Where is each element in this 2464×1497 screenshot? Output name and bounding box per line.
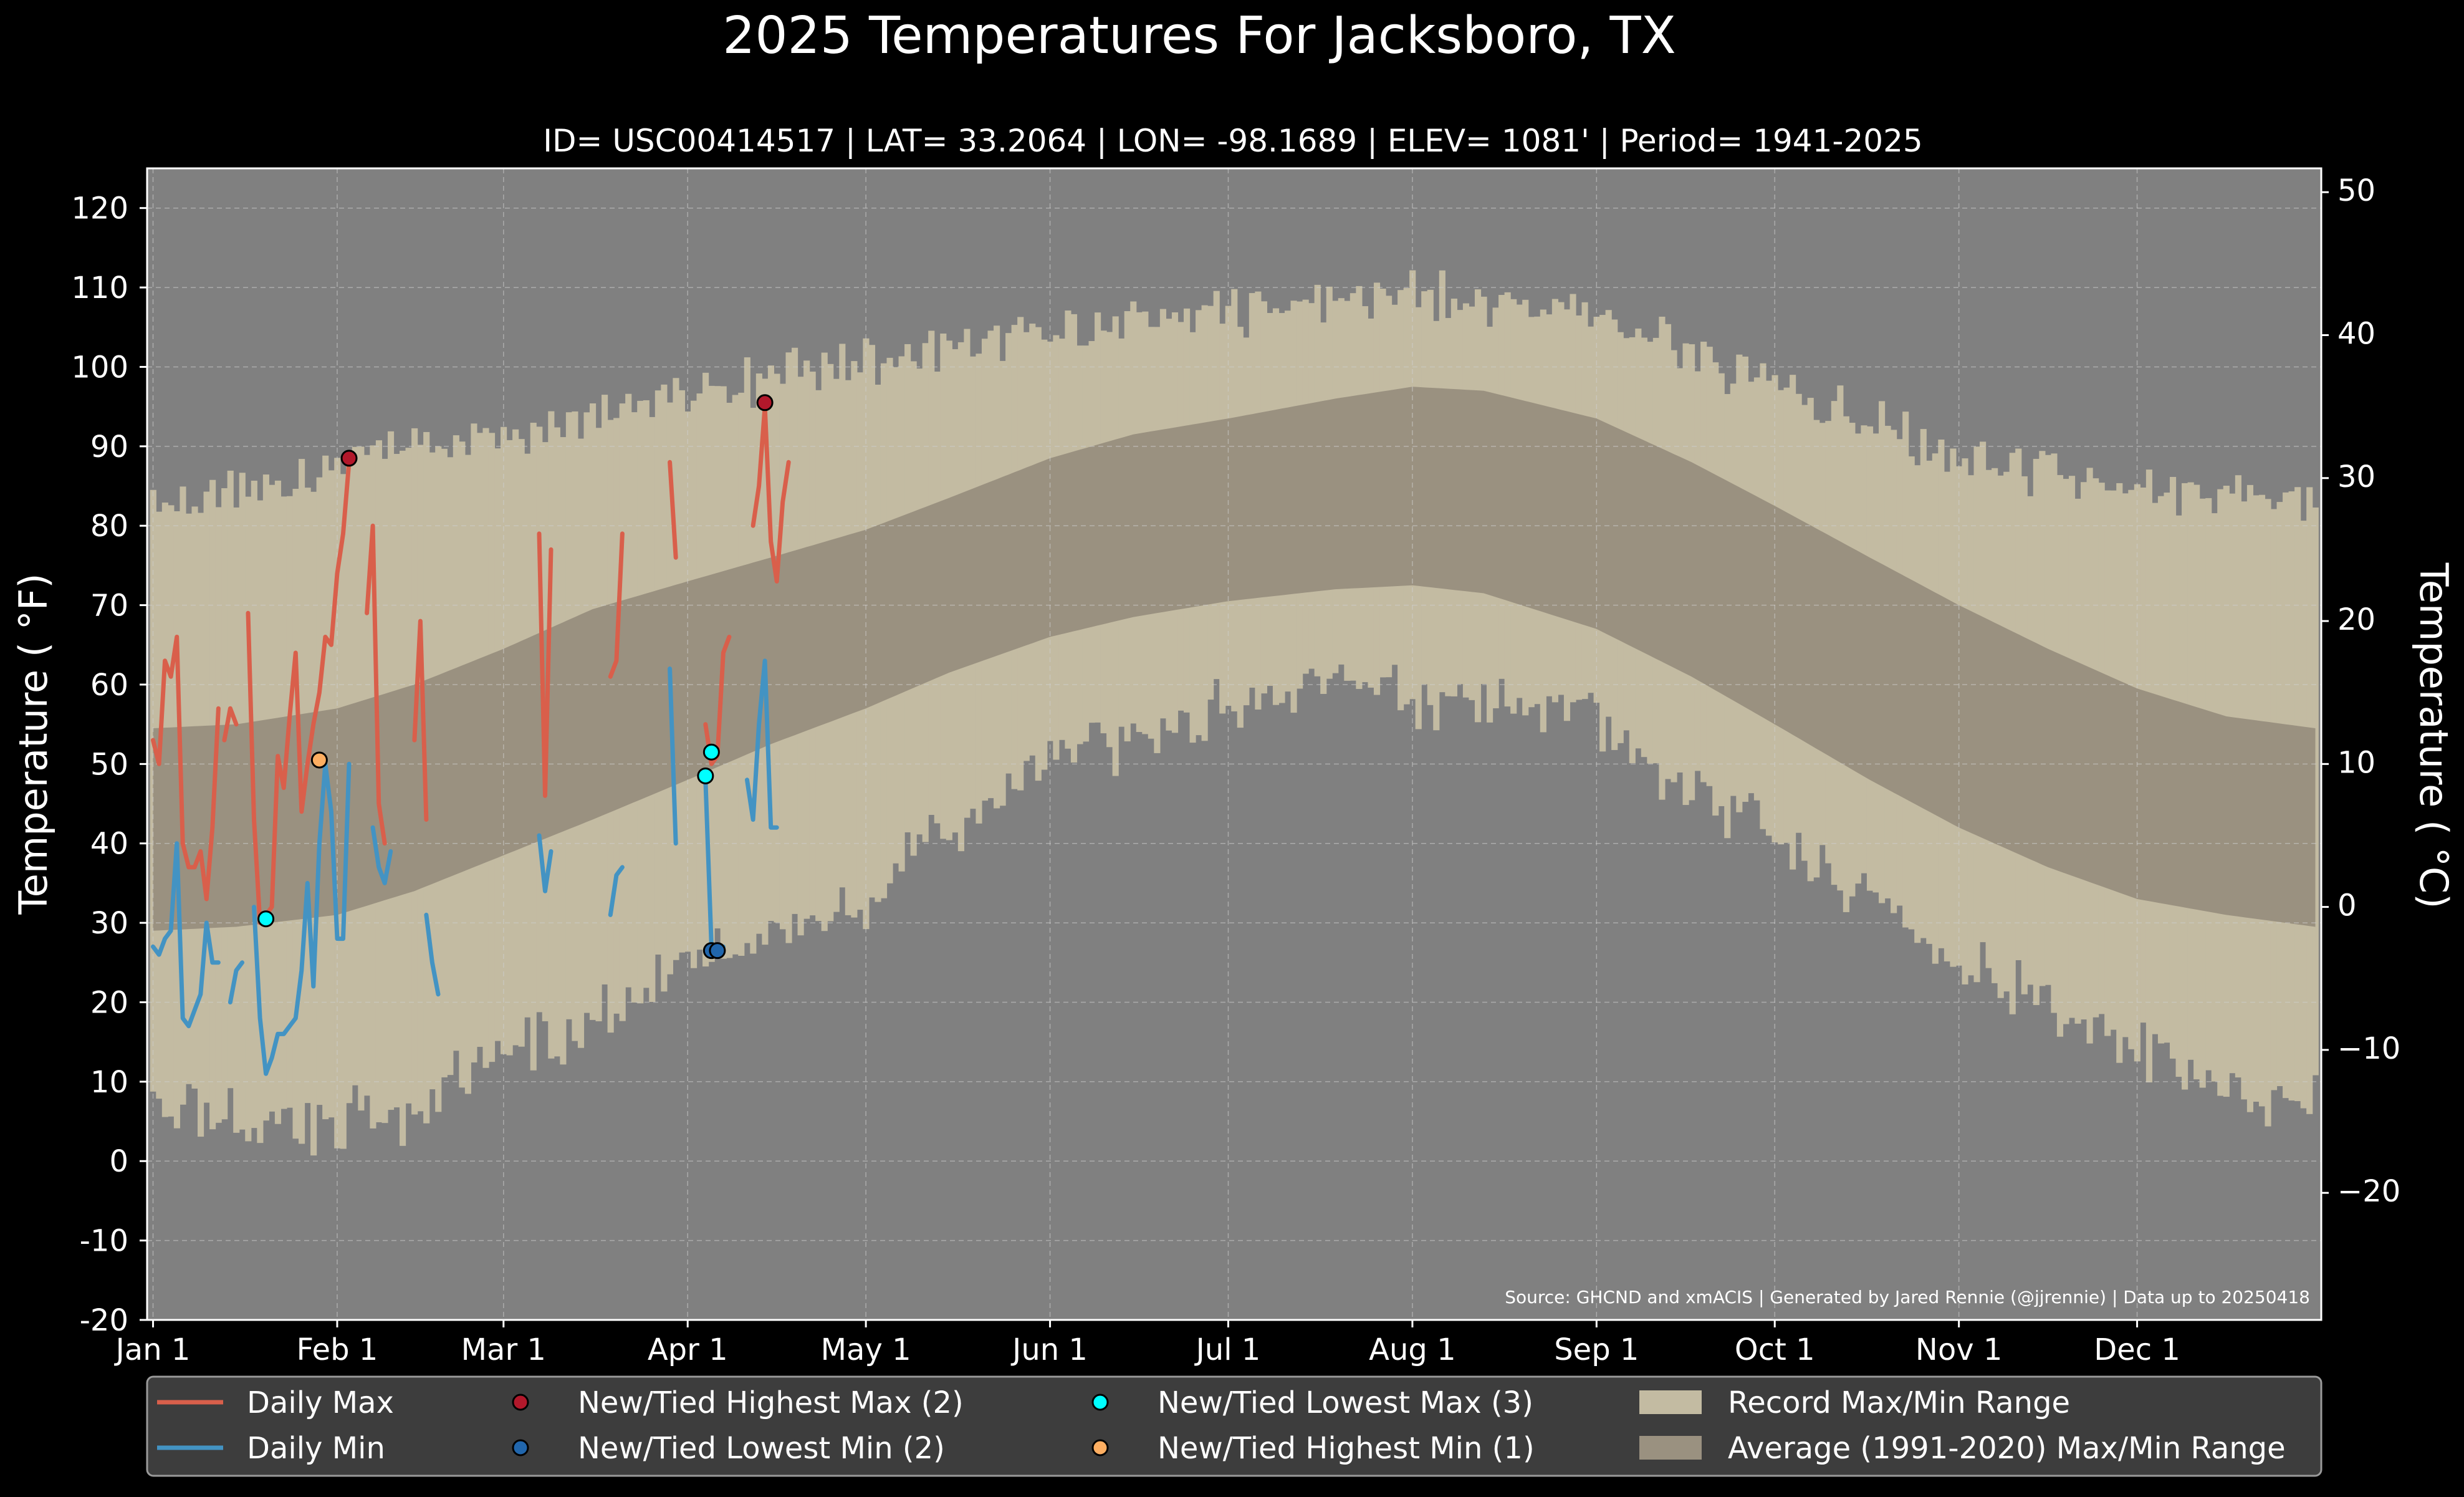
- y-right-tick-label: 30: [2337, 460, 2375, 494]
- y-tick-label: 60: [90, 668, 128, 703]
- daily-min-line: [370, 825, 393, 885]
- y-tick-label: 110: [71, 271, 128, 306]
- y-tick-label: 20: [90, 985, 128, 1020]
- y-tick-label: 90: [90, 430, 128, 465]
- legend-label: Average (1991-2020) Max/Min Range: [1728, 1431, 2286, 1466]
- x-tick-label: Nov 1: [1915, 1332, 2002, 1367]
- legend: Daily Max Daily Min New/Tied Highest Max (…: [146, 1375, 2323, 1477]
- source-note: Source: GHCND and xmACIS | Generated by …: [1505, 1287, 2310, 1307]
- gridlines: [147, 168, 2321, 1321]
- record-marker: [257, 910, 275, 928]
- y-axis-label-left: Temperature ( °F): [11, 573, 56, 915]
- legend-patch-swatch: [1639, 1436, 1702, 1460]
- daily-min-line: [151, 841, 221, 1029]
- y-tick-label: -20: [80, 1303, 128, 1338]
- x-tick-label: Oct 1: [1735, 1332, 1815, 1367]
- axes: -20-100102030405060708090100110120−20−10…: [71, 173, 2400, 1367]
- legend-label: Daily Min: [247, 1431, 385, 1466]
- daily-max-line: [668, 460, 678, 560]
- record-marker: [709, 942, 726, 960]
- daily-min-line: [608, 865, 625, 917]
- y-tick-label: 10: [90, 1065, 128, 1100]
- x-tick-label: Aug 1: [1369, 1332, 1456, 1367]
- plot-frame: [146, 167, 2323, 1321]
- plot-area: [146, 167, 2323, 1321]
- daily-max-line: [412, 619, 429, 822]
- y-right-tick-label: 10: [2337, 745, 2375, 780]
- range-bands: [150, 270, 2319, 1156]
- record-marker: [340, 450, 358, 467]
- y-tick-label: 100: [71, 350, 128, 385]
- y-tick-label: 40: [90, 827, 128, 862]
- y-axis-label-right: Temperature ( °C): [2411, 562, 2457, 909]
- legend-label: New/Tied Lowest Min (2): [578, 1431, 945, 1466]
- legend-box: [146, 1375, 2323, 1477]
- daily-max-line: [365, 523, 387, 846]
- x-tick-label: Feb 1: [297, 1332, 378, 1367]
- x-tick-label: Jan 1: [114, 1332, 191, 1367]
- daily-max-line: [151, 635, 221, 902]
- daily-max-line: [608, 531, 625, 679]
- chart-subtitle: ID= USC00414517 | LAT= 33.2064 | LON= -9…: [543, 123, 1922, 159]
- daily-max-line: [537, 531, 554, 798]
- y-right-tick-label: 20: [2337, 602, 2375, 637]
- daily-series: [151, 404, 791, 1076]
- y-tick-label: 120: [71, 191, 128, 226]
- legend-marker-swatch: [1091, 1394, 1109, 1411]
- y-right-tick-label: −20: [2337, 1174, 2400, 1209]
- chart-title: 2025 Temperatures For Jacksboro, TX: [722, 6, 1676, 65]
- record-range-bar: [2312, 508, 2319, 1076]
- record-marker: [697, 767, 714, 784]
- legend-label: New/Tied Highest Max (2): [578, 1385, 964, 1420]
- x-tick-label: Dec 1: [2094, 1332, 2180, 1367]
- daily-min-line: [537, 833, 554, 893]
- y-right-tick-label: 50: [2337, 173, 2375, 208]
- y-tick-label: 80: [90, 509, 128, 544]
- y-right-tick-label: 40: [2337, 316, 2375, 351]
- y-tick-label: 0: [109, 1144, 128, 1179]
- x-tick-label: Mar 1: [461, 1332, 546, 1367]
- legend-marker-swatch: [512, 1439, 529, 1456]
- legend-label: Daily Max: [247, 1385, 394, 1420]
- daily-min-line: [252, 761, 352, 1076]
- y-tick-label: -10: [80, 1224, 128, 1259]
- y-tick-label: 30: [90, 906, 128, 941]
- daily-min-line: [745, 658, 779, 830]
- x-tick-label: Jun 1: [1010, 1332, 1088, 1367]
- daily-min-line: [668, 667, 678, 846]
- daily-max-line: [750, 404, 791, 584]
- record-marker: [310, 751, 328, 769]
- daily-min-line: [424, 912, 441, 997]
- average-range-band: [153, 387, 2316, 931]
- y-right-tick-label: −10: [2337, 1031, 2400, 1066]
- legend-label: New/Tied Highest Min (1): [1158, 1431, 1535, 1466]
- legend-label: Record Max/Min Range: [1728, 1385, 2070, 1420]
- y-tick-label: 50: [90, 747, 128, 782]
- daily-min-line: [228, 960, 244, 1004]
- y-tick-label: 70: [90, 589, 128, 623]
- record-marker: [756, 394, 774, 412]
- legend-marker-swatch: [1091, 1439, 1109, 1456]
- x-tick-label: Sep 1: [1554, 1332, 1639, 1367]
- record-marker: [702, 743, 720, 761]
- record-markers: [257, 394, 774, 960]
- x-tick-label: Jul 1: [1194, 1332, 1261, 1367]
- x-tick-label: Apr 1: [648, 1332, 728, 1367]
- daily-max-line: [222, 706, 239, 743]
- legend-patch-swatch: [1639, 1390, 1702, 1414]
- legend-label: New/Tied Lowest Max (3): [1158, 1385, 1533, 1420]
- x-tick-label: May 1: [821, 1332, 911, 1367]
- y-right-tick-label: 0: [2337, 888, 2357, 923]
- legend-marker-swatch: [512, 1394, 529, 1411]
